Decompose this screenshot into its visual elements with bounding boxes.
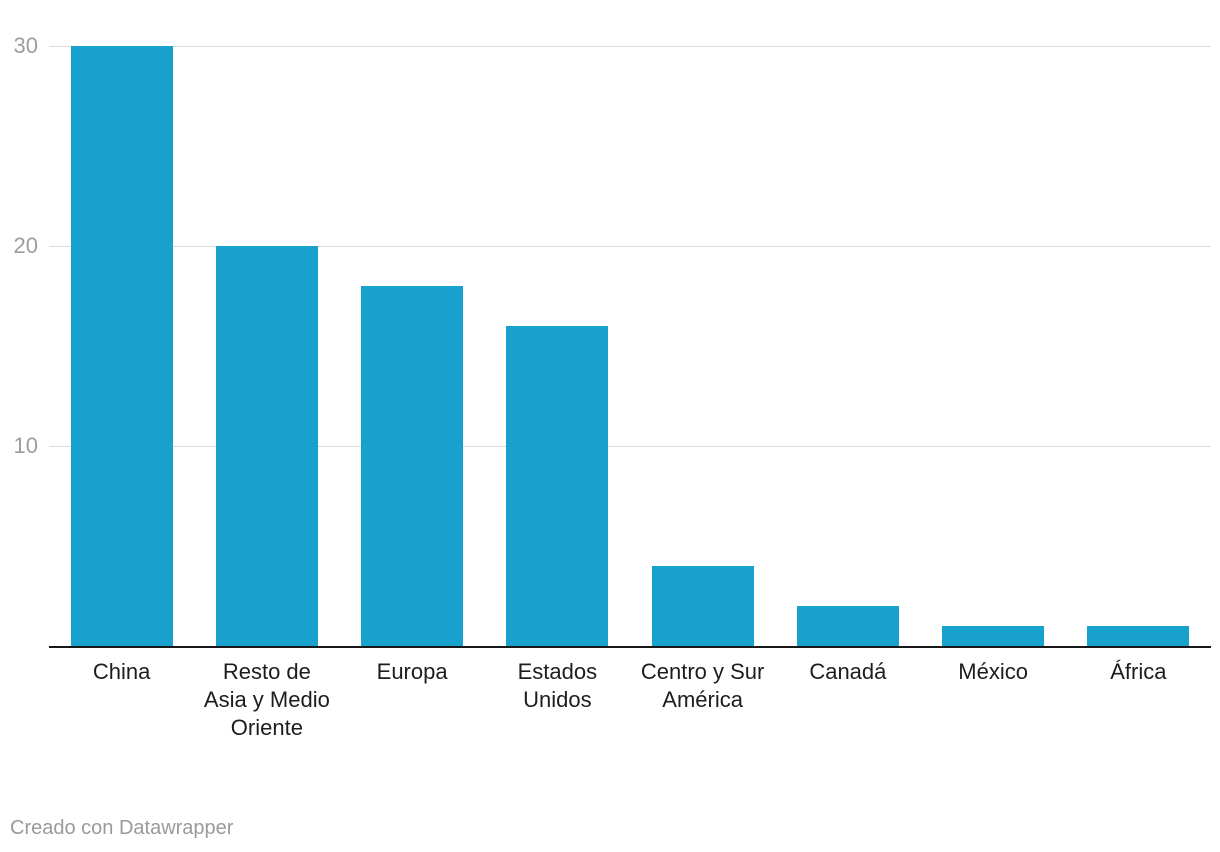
plot-area xyxy=(49,46,1211,646)
x-axis-labels: China Resto de Asia y Medio Oriente Europa… xyxy=(49,658,1211,742)
bar-column xyxy=(775,46,920,646)
bar-2 xyxy=(361,286,464,646)
y-tick-label-10: 10 xyxy=(13,433,38,458)
x-axis-label-3: Estados Unidos xyxy=(517,659,598,712)
chart-footer: Creado con Datawrapper xyxy=(10,816,233,840)
y-tick-label-20: 20 xyxy=(13,233,38,258)
datawrapper-attribution-link[interactable]: Creado con Datawrapper xyxy=(10,817,234,839)
bar-3 xyxy=(506,326,609,646)
bar-0 xyxy=(70,46,173,646)
bar-7 xyxy=(1087,626,1190,646)
bar-column xyxy=(921,46,1066,646)
x-axis-label-1: Resto de Asia y Medio Oriente xyxy=(203,659,330,740)
x-axis-label-cell: Resto de Asia y Medio Oriente xyxy=(194,658,339,742)
x-axis-label-cell: Canadá xyxy=(775,658,920,742)
x-axis-label-cell: México xyxy=(921,658,1066,742)
y-tick-label-30: 30 xyxy=(13,33,38,58)
bar-column xyxy=(1066,46,1211,646)
x-axis-label-cell: Europa xyxy=(340,658,485,742)
bar-4 xyxy=(651,566,754,646)
bar-6 xyxy=(942,626,1045,646)
x-axis-label-5: Canadá xyxy=(809,659,887,684)
x-axis-label-cell: Estados Unidos xyxy=(485,658,630,742)
x-axis-label-cell: China xyxy=(49,658,194,742)
bar-1 xyxy=(215,246,318,646)
x-axis-label-cell: África xyxy=(1066,658,1211,742)
bar-column xyxy=(194,46,339,646)
x-axis-label-4: Centro y Sur América xyxy=(640,659,765,712)
x-axis-label-cell: Centro y Sur América xyxy=(630,658,775,742)
gridline-30 xyxy=(49,46,1211,47)
gridline-10 xyxy=(49,446,1211,447)
bar-5 xyxy=(796,606,899,646)
bar-column xyxy=(340,46,485,646)
x-axis-label-7: África xyxy=(1110,659,1167,684)
x-axis-line xyxy=(49,646,1211,648)
bar-columns xyxy=(49,46,1211,646)
bar-column xyxy=(49,46,194,646)
bar-column xyxy=(485,46,630,646)
x-axis-label-2: Europa xyxy=(376,659,448,684)
x-axis-label-6: México xyxy=(958,659,1028,684)
bar-column xyxy=(630,46,775,646)
gridline-20 xyxy=(49,246,1211,247)
x-axis-label-0: China xyxy=(92,659,151,684)
